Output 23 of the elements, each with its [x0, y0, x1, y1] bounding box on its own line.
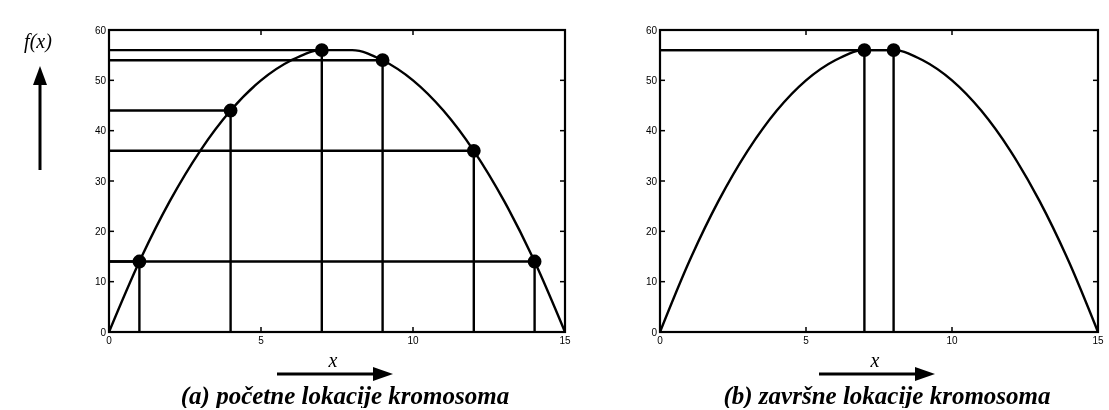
x-tick-label: 10 [946, 335, 958, 346]
x-tick-label: 5 [803, 335, 810, 346]
y-tick-label: 30 [94, 175, 107, 187]
y-axis-title: f(x) [24, 30, 53, 53]
y-tick-label: 60 [94, 24, 107, 36]
x-tick-label: 10 [407, 335, 419, 346]
y-tick-label: 0 [651, 326, 658, 338]
y-tick-label: 30 [645, 175, 658, 187]
x-axis-title: x [869, 349, 880, 371]
y-tick-label: 60 [645, 24, 658, 36]
y-tick-label: 50 [645, 74, 658, 86]
x-tick-label: 5 [258, 335, 265, 346]
x-tick-label: 15 [559, 335, 571, 346]
y-tick-label: 40 [645, 125, 658, 137]
y-tick-label: 20 [94, 225, 107, 237]
y-tick-label: 10 [645, 276, 658, 288]
x-axis-title: x [327, 349, 338, 371]
y-tick-label: 20 [645, 225, 658, 237]
y-tick-label: 10 [94, 276, 107, 288]
y-tick-label: 40 [94, 125, 107, 137]
x-tick-label: 15 [1092, 335, 1104, 346]
y-tick-label: 0 [100, 326, 107, 338]
y-tick-label: 50 [94, 74, 107, 86]
